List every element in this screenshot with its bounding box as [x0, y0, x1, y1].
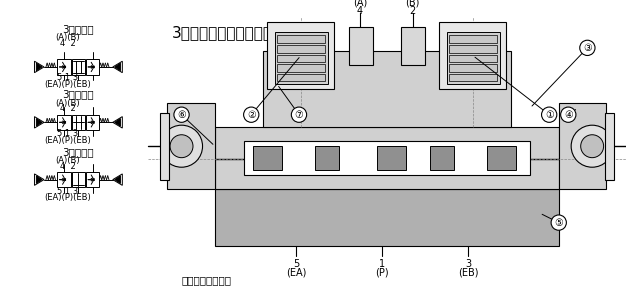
Polygon shape	[36, 63, 42, 71]
Text: 3位中封式／中泄式／中压式: 3位中封式／中泄式／中压式	[172, 25, 291, 40]
Circle shape	[244, 107, 259, 122]
Bar	[262, 51, 511, 127]
Bar	[167, 103, 215, 189]
Text: ④: ④	[564, 110, 573, 120]
Text: 3位中泄式: 3位中泄式	[62, 90, 94, 100]
Circle shape	[291, 107, 307, 122]
Text: ⑦: ⑦	[294, 110, 303, 120]
Bar	[86, 172, 99, 187]
Bar	[316, 146, 339, 170]
Text: ⑤: ⑤	[554, 218, 563, 228]
Bar	[72, 59, 85, 74]
Polygon shape	[36, 176, 42, 184]
Polygon shape	[36, 118, 42, 126]
Text: 2: 2	[410, 6, 416, 16]
Bar	[401, 27, 425, 65]
Bar	[449, 54, 497, 62]
Bar	[244, 141, 530, 175]
Circle shape	[541, 107, 557, 122]
Text: 5: 5	[293, 259, 300, 269]
Bar	[72, 115, 85, 130]
Text: 3位中压式: 3位中压式	[62, 147, 94, 157]
Bar	[268, 22, 334, 89]
Polygon shape	[113, 117, 122, 128]
Circle shape	[571, 125, 613, 167]
Text: 3: 3	[465, 259, 471, 269]
Polygon shape	[115, 63, 120, 71]
Bar	[58, 172, 71, 187]
Polygon shape	[115, 118, 120, 126]
Text: (EA)(P)(EB): (EA)(P)(EB)	[45, 193, 92, 202]
Bar	[449, 64, 497, 72]
Polygon shape	[35, 174, 44, 185]
Bar	[449, 36, 497, 43]
Text: 5 1 3: 5 1 3	[58, 73, 79, 82]
Circle shape	[161, 125, 202, 167]
Bar	[605, 113, 614, 180]
Text: 4: 4	[357, 6, 363, 16]
Polygon shape	[35, 61, 44, 73]
Bar	[72, 172, 85, 187]
Text: ⑥: ⑥	[177, 110, 186, 120]
Text: (EA): (EA)	[286, 267, 307, 277]
Bar	[215, 127, 559, 189]
Text: (A): (A)	[353, 0, 367, 8]
Text: (B): (B)	[406, 0, 420, 8]
Text: (P): (P)	[375, 267, 389, 277]
Bar	[277, 45, 324, 53]
Circle shape	[551, 215, 566, 230]
Bar	[275, 32, 328, 84]
Text: (A)(B): (A)(B)	[56, 33, 80, 42]
Bar	[277, 74, 324, 81]
Polygon shape	[115, 176, 120, 184]
Text: ②: ②	[247, 110, 255, 120]
Bar	[277, 54, 324, 62]
Text: 5 1 3: 5 1 3	[58, 129, 79, 138]
Text: (A)(B): (A)(B)	[56, 156, 80, 165]
Circle shape	[580, 40, 595, 56]
Bar	[86, 115, 99, 130]
Text: 4  2: 4 2	[60, 39, 76, 48]
Bar	[447, 32, 500, 84]
Bar	[86, 59, 99, 74]
Bar	[277, 64, 324, 72]
Circle shape	[170, 135, 193, 158]
Text: (EA)(P)(EB): (EA)(P)(EB)	[45, 80, 92, 89]
Bar	[487, 146, 516, 170]
Bar	[378, 146, 406, 170]
Text: ①: ①	[545, 110, 554, 120]
Text: 3位中封式: 3位中封式	[62, 24, 94, 34]
Text: 4  2: 4 2	[60, 104, 76, 113]
Text: (EA)(P)(EB): (EA)(P)(EB)	[45, 136, 92, 145]
Polygon shape	[113, 61, 122, 73]
Text: ③: ③	[583, 43, 592, 53]
Text: (EB): (EB)	[458, 267, 478, 277]
Bar	[449, 74, 497, 81]
Bar	[430, 146, 454, 170]
Text: 4  2: 4 2	[60, 162, 76, 171]
Text: （本图为中封式）: （本图为中封式）	[182, 275, 232, 285]
Text: (A)(B): (A)(B)	[56, 99, 80, 108]
Bar	[58, 115, 71, 130]
Circle shape	[580, 135, 604, 158]
Bar	[559, 103, 607, 189]
Circle shape	[174, 107, 189, 122]
Circle shape	[561, 107, 576, 122]
Polygon shape	[35, 117, 44, 128]
Bar	[277, 36, 324, 43]
Bar	[253, 146, 282, 170]
Text: 1: 1	[379, 259, 385, 269]
Text: 5 1 3: 5 1 3	[58, 187, 79, 196]
Bar	[449, 45, 497, 53]
Bar	[58, 59, 71, 74]
Bar	[349, 27, 372, 65]
Bar	[159, 113, 169, 180]
Polygon shape	[113, 174, 122, 185]
Bar	[215, 189, 559, 246]
Bar	[440, 22, 506, 89]
